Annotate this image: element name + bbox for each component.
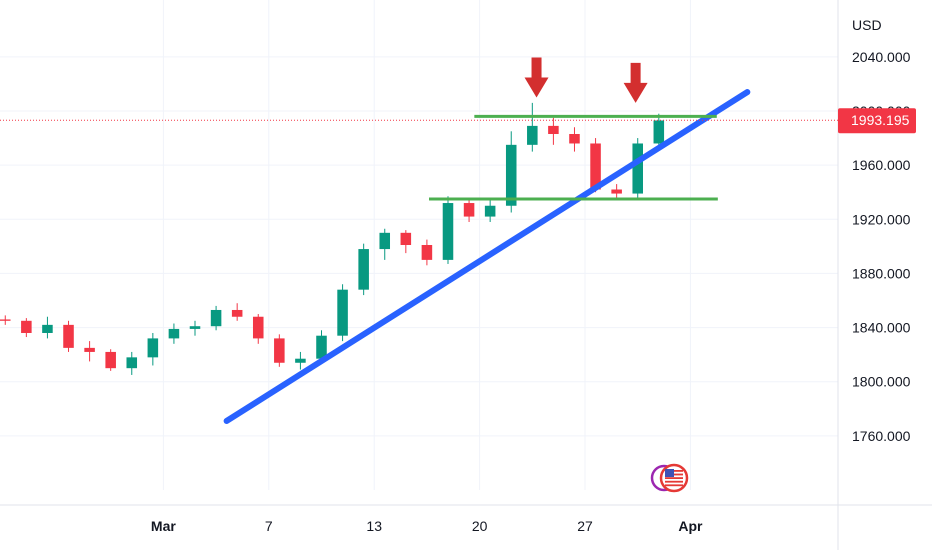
flag-stripe <box>665 484 683 487</box>
candle <box>252 314 264 344</box>
time-tick-label: 20 <box>472 518 488 534</box>
price-tick-label: 1800.000 <box>852 374 911 390</box>
candle <box>632 138 643 198</box>
down-arrow-marker <box>623 62 648 103</box>
candle-body <box>231 309 243 317</box>
flag-stripe <box>665 477 683 479</box>
grid-lines <box>0 0 839 550</box>
candle <box>84 341 95 362</box>
candle <box>231 303 243 321</box>
candle <box>379 228 391 260</box>
candle-body <box>147 338 159 358</box>
candle <box>189 320 201 336</box>
candle-body <box>379 232 391 250</box>
candle <box>527 102 538 152</box>
us-flag-icon[interactable] <box>650 463 689 493</box>
candle-body <box>358 249 369 290</box>
time-axis[interactable]: Mar 7 13 20 27 Apr <box>0 504 932 534</box>
candle <box>274 334 285 367</box>
down-arrow-marker <box>524 57 549 98</box>
candle-body <box>337 289 348 336</box>
currency-label: USD <box>852 17 882 33</box>
candle-body <box>126 357 138 369</box>
last-price-tag: 1993.195 <box>838 108 916 134</box>
price-tick-label: 1760.000 <box>852 428 911 444</box>
candle <box>295 351 306 370</box>
candle <box>168 323 180 344</box>
candle-body <box>316 335 327 359</box>
last-price-value: 1993.195 <box>851 112 910 128</box>
candle-body <box>400 232 412 245</box>
candle <box>400 230 412 254</box>
candle-body <box>505 144 517 206</box>
candle-body <box>548 125 559 135</box>
candle-body <box>21 320 32 333</box>
candle-body <box>611 189 622 194</box>
candle <box>653 113 665 149</box>
flag-stripe <box>665 480 683 483</box>
candle-body <box>653 120 665 144</box>
candle-body <box>274 338 285 363</box>
candle-body <box>63 324 74 348</box>
candle-body <box>569 134 580 144</box>
candles <box>0 102 665 375</box>
candle <box>484 197 496 222</box>
candle-body <box>252 316 264 339</box>
time-tick-label: 27 <box>577 518 593 534</box>
candle-body <box>189 326 201 329</box>
price-tick-label: 1960.000 <box>852 157 911 173</box>
candle-body <box>168 328 180 339</box>
candle <box>611 184 622 199</box>
candle <box>0 315 11 325</box>
candle <box>548 117 559 145</box>
candle <box>210 305 222 331</box>
time-tick-label: 13 <box>366 518 382 534</box>
price-tick-label: 2040.000 <box>852 49 911 65</box>
time-tick-label: Mar <box>151 518 176 534</box>
candle-body <box>295 358 306 363</box>
candle-body <box>421 245 433 260</box>
candle-body <box>42 324 53 333</box>
candle-body <box>84 347 95 352</box>
candle <box>126 351 138 375</box>
flag-canton <box>665 469 674 477</box>
candle-body <box>442 203 454 260</box>
time-tick-label: Apr <box>678 518 703 534</box>
candle-body <box>632 143 643 194</box>
candle-body <box>527 125 538 145</box>
time-tick-label: 7 <box>265 518 273 534</box>
candle <box>42 316 53 339</box>
ascending-trendline <box>223 89 751 424</box>
candle-body <box>0 319 11 321</box>
candle <box>147 332 159 366</box>
annotations <box>223 57 751 424</box>
price-tick-label: 1840.000 <box>852 320 911 336</box>
candle <box>590 138 601 193</box>
candle-body <box>590 143 601 190</box>
candle <box>358 243 369 296</box>
price-axis[interactable]: USD 2040.0002000.0001960.0001920.0001880… <box>852 17 911 444</box>
candle-body <box>484 205 496 217</box>
candle <box>63 320 74 352</box>
candle <box>105 349 116 371</box>
candle-body <box>210 309 222 327</box>
candle <box>337 284 348 342</box>
candle <box>463 197 475 222</box>
candle <box>421 239 433 266</box>
price-tick-label: 1920.000 <box>852 211 911 227</box>
candle-body <box>105 351 116 369</box>
candle <box>21 318 32 338</box>
candle <box>442 196 454 264</box>
candle <box>569 127 580 152</box>
candle-body <box>463 203 475 217</box>
price-tick-label: 1880.000 <box>852 265 911 281</box>
